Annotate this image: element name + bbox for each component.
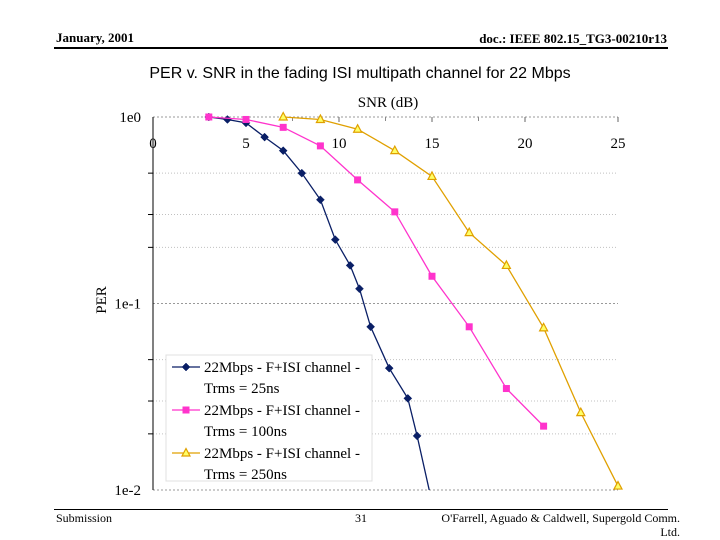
legend-box [165,354,373,482]
chart-title: PER v. SNR in the fading ISI multipath c… [149,65,571,82]
triangle-marker [389,144,400,155]
footer-authors: O'Farrell, Aguado & Caldwell, Supergold … [441,511,680,539]
triangle-marker [575,406,586,417]
square-marker [242,115,250,123]
diamond-marker [345,261,355,270]
square-marker [205,113,213,121]
diamond-marker [260,132,269,142]
triangle-marker [278,111,289,121]
square-marker [391,208,399,216]
series-2 [205,113,548,430]
y-tick-label: 1e0 [119,110,141,126]
x-axis-label: SNR (dB) [358,95,418,111]
diamond-marker [330,235,340,244]
grid [153,116,618,491]
legend-label-line1: 22Mbps - F+ISI channel - [204,360,360,376]
header-rule [54,47,668,49]
y-tick-label: 1e-1 [114,297,141,313]
y-tick-label: 1e-2 [114,483,141,499]
x-tick-label: 25 [611,136,626,152]
x-tick-label: 10 [332,136,347,152]
diamond-marker [297,168,307,178]
square-marker [428,272,436,280]
square-marker [182,406,190,414]
legend-label: 22Mbps - F+ISI channel - Trms = 100ns [204,403,360,440]
triangle-marker [538,322,549,332]
legend-label-line1: 22Mbps - F+ISI channel - [204,446,360,462]
diamond-marker [181,362,191,372]
legend-label: 22Mbps - F+ISI channel - Trms = 250ns [204,446,360,483]
x-tick-label: 0 [149,136,157,152]
axes: 0 5 10 15 20 25 SNR (dB) 1e0 1e-1 1e-2 PER [94,95,626,499]
diamond-marker [278,146,288,156]
square-marker [465,323,473,331]
triangle-marker [501,259,512,270]
triangle-marker [464,226,475,237]
footer-submission: Submission [56,511,113,525]
diamond-marker [412,431,422,441]
x-tick-label: 20 [518,136,533,152]
legend: 22Mbps - F+ISI channel -Trms = 25ns22Mbp… [165,354,373,483]
header-doc-id: doc.: IEEE 802.15_TG3-00210r13 [479,31,667,46]
triangle-marker [613,480,623,490]
diamond-marker [366,322,375,332]
legend-label: 22Mbps - F+ISI channel - Trms = 25ns [204,360,360,397]
legend-label-line2: Trms = 100ns [204,424,287,440]
diamond-marker [355,284,364,294]
square-marker [279,123,287,131]
legend-label-line2: Trms = 250ns [204,467,287,483]
diamond-marker [384,363,394,373]
legend-label-line2: Trms = 25ns [204,381,280,397]
triangle-marker [181,447,191,457]
triangle-marker [315,113,326,124]
legend-label-line1: 22Mbps - F+ISI channel - [204,403,360,419]
square-marker [354,176,362,184]
square-marker [502,385,510,393]
y-axis-label: PER [94,286,110,314]
triangle-marker [427,170,437,181]
series-line [208,116,545,427]
series-line [283,116,619,487]
footer-rule [54,509,668,510]
series-3 [278,111,623,490]
square-marker [316,142,324,150]
series-group [204,111,623,490]
square-marker [540,422,548,430]
x-tick-label: 5 [242,136,250,152]
diamond-marker [316,195,325,205]
footer-page-number: 31 [355,511,367,525]
diamond-marker [403,394,413,403]
triangle-marker [352,123,363,133]
header-date: January, 2001 [56,30,135,45]
x-tick-label: 15 [425,136,440,152]
